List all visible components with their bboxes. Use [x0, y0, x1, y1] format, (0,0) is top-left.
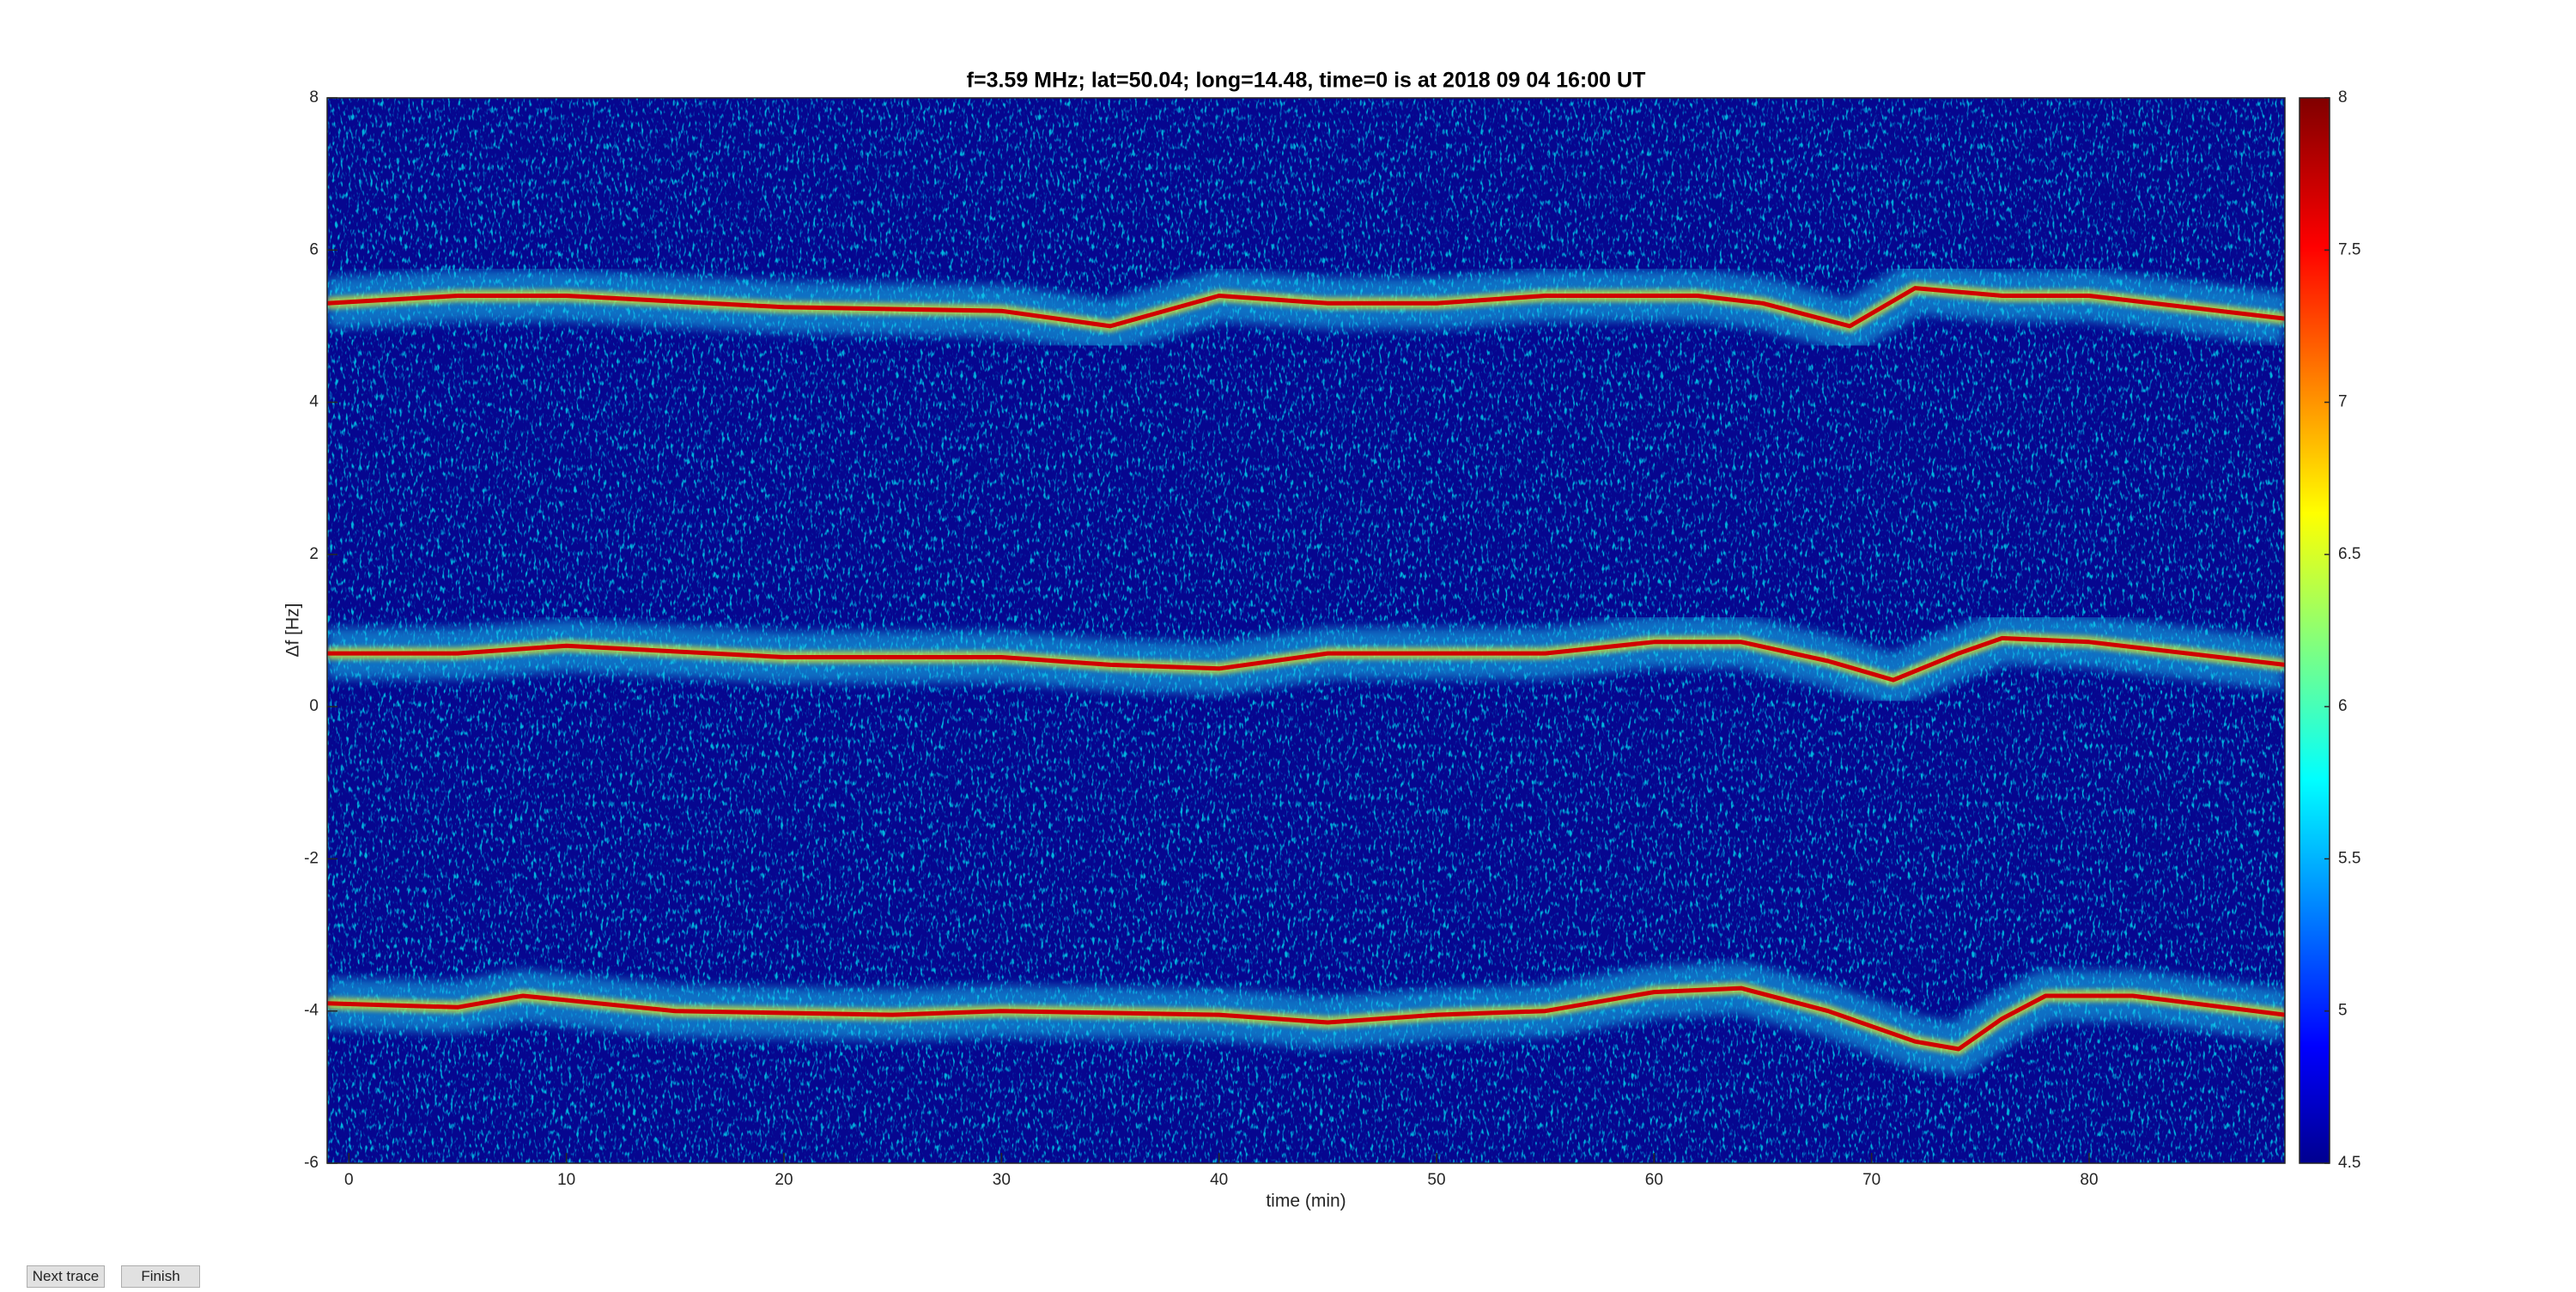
colorbar-tick-label: 4.5: [2338, 1154, 2360, 1172]
x-tick-label: 40: [1210, 1171, 1228, 1189]
y-tick-label: 4: [309, 393, 319, 411]
y-tick-label: -6: [304, 1154, 319, 1172]
x-tick-label: 80: [2080, 1171, 2098, 1189]
colorbar-tick-label: 6: [2338, 697, 2348, 715]
x-tick-label: 60: [1645, 1171, 1663, 1189]
y-tick-label: 0: [309, 697, 319, 715]
finish-button[interactable]: Finish: [121, 1265, 200, 1288]
x-tick-label: 30: [993, 1171, 1011, 1189]
chart-title: f=3.59 MHz; lat=50.04; long=14.48, time=…: [967, 69, 1646, 93]
x-tick-label: 0: [344, 1171, 354, 1189]
colorbar-tick-label: 7.5: [2338, 240, 2360, 258]
x-tick-label: 70: [1862, 1171, 1880, 1189]
y-tick-label: 6: [309, 240, 319, 258]
y-axis-label: Δf [Hz]: [283, 603, 303, 657]
y-tick-label: -2: [304, 849, 319, 867]
colorbar: [2299, 97, 2330, 1164]
y-tick-label: 8: [309, 88, 319, 106]
trace-line: [327, 635, 2285, 682]
trace-line: [327, 286, 2285, 329]
colorbar-tick-label: 7: [2338, 393, 2348, 411]
x-tick-label: 50: [1427, 1171, 1445, 1189]
axes-box: [326, 97, 2286, 1164]
x-tick-label: 20: [775, 1171, 793, 1189]
colorbar-tick-label: 8: [2338, 88, 2348, 106]
trace-line: [327, 986, 2285, 1052]
y-tick-label: 2: [309, 545, 319, 563]
traces: [327, 262, 2285, 1075]
next-trace-button[interactable]: Next trace: [27, 1265, 105, 1288]
colorbar-tick-label: 5.5: [2338, 849, 2360, 867]
x-tick-label: 10: [557, 1171, 575, 1189]
figure: f=3.59 MHz; lat=50.04; long=14.48, time=…: [283, 69, 2361, 1211]
x-axis-label: time (min): [1266, 1192, 1346, 1211]
colorbar-tick-label: 6.5: [2338, 545, 2360, 563]
y-tick-label: -4: [304, 1002, 319, 1020]
colorbar-tick-label: 5: [2338, 1002, 2348, 1020]
